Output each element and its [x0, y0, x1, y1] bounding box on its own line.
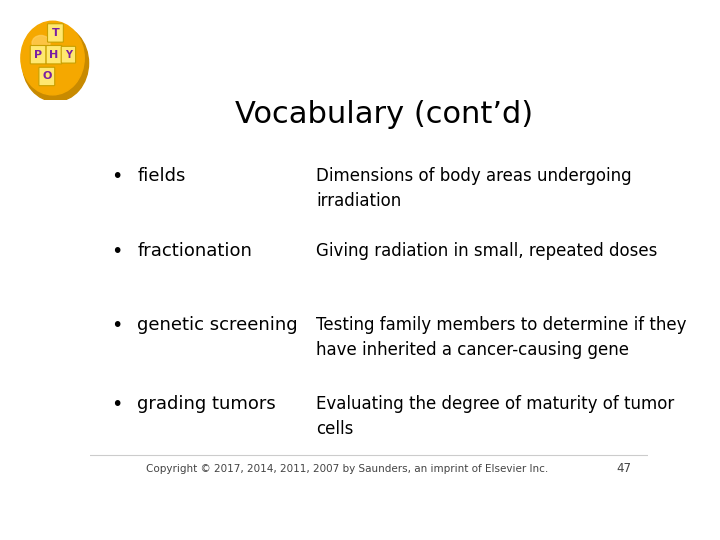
Text: H: H	[50, 50, 58, 60]
Text: 47: 47	[616, 462, 631, 475]
Text: genetic screening: genetic screening	[138, 316, 298, 334]
Text: Evaluating the degree of maturity of tumor
cells: Evaluating the degree of maturity of tum…	[316, 395, 674, 438]
Text: Testing family members to determine if they
have inherited a cancer-causing gene: Testing family members to determine if t…	[316, 316, 686, 359]
FancyBboxPatch shape	[46, 45, 62, 64]
FancyBboxPatch shape	[39, 68, 55, 86]
Text: Y: Y	[65, 50, 72, 60]
FancyBboxPatch shape	[61, 46, 76, 63]
FancyBboxPatch shape	[48, 24, 63, 42]
Text: grading tumors: grading tumors	[138, 395, 276, 413]
Text: Giving radiation in small, repeated doses: Giving radiation in small, repeated dose…	[316, 241, 657, 260]
Text: Copyright © 2017, 2014, 2011, 2007 by Saunders, an imprint of Elsevier Inc.: Copyright © 2017, 2014, 2011, 2007 by Sa…	[145, 464, 548, 474]
Text: P: P	[34, 50, 42, 60]
Ellipse shape	[22, 25, 89, 102]
Text: T: T	[52, 28, 59, 38]
Text: Vocabulary (cont’d): Vocabulary (cont’d)	[235, 100, 534, 129]
Text: fractionation: fractionation	[138, 241, 252, 260]
Text: •: •	[111, 241, 122, 260]
FancyBboxPatch shape	[30, 45, 46, 64]
Text: Dimensions of body areas undergoing
irradiation: Dimensions of body areas undergoing irra…	[316, 167, 631, 210]
Ellipse shape	[32, 36, 50, 51]
Text: O: O	[42, 71, 52, 82]
Text: •: •	[111, 316, 122, 335]
Text: fields: fields	[138, 167, 186, 185]
Text: •: •	[111, 167, 122, 186]
Text: •: •	[111, 395, 122, 414]
Circle shape	[21, 21, 84, 95]
